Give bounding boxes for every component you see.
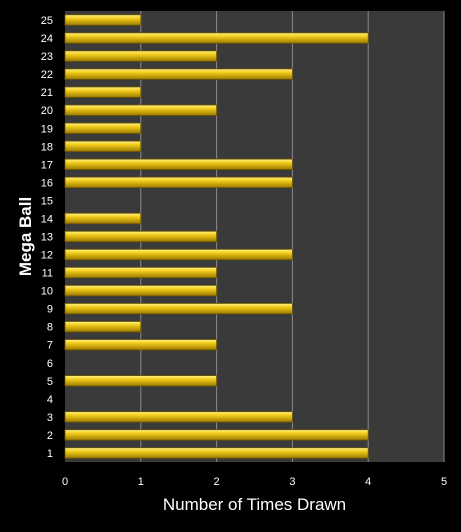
x-tick-label: 2 [214, 476, 220, 488]
bar-14 [64, 212, 142, 225]
y-tick-label: 6 [47, 358, 53, 370]
x-tick-label: 3 [289, 476, 295, 488]
y-tick-label: 10 [41, 286, 53, 298]
bar-9 [64, 303, 293, 315]
y-tick-label: 20 [41, 105, 53, 117]
y-tick-label: 21 [41, 87, 53, 99]
x-tick-label: 4 [365, 476, 371, 488]
bar-22 [64, 68, 293, 80]
x-tick-label: 5 [441, 476, 447, 488]
x-tick-labels: 0 1 2 3 4 5 [62, 476, 447, 488]
y-tick-label: 1 [47, 448, 53, 460]
bars [64, 14, 369, 459]
bar-20 [64, 104, 218, 116]
y-tick-label: 23 [41, 51, 53, 63]
y-tick-label: 17 [41, 159, 53, 171]
bar-13 [64, 230, 218, 243]
y-tick-label: 18 [41, 141, 53, 153]
bar-11 [64, 266, 218, 279]
y-tick-labels: 1234567891011121314151617181920212223242… [41, 15, 53, 460]
y-tick-label: 8 [47, 322, 53, 334]
bar-1 [64, 447, 369, 459]
bar-3 [64, 411, 293, 423]
bar-5 [64, 375, 218, 387]
y-tick-label: 13 [41, 232, 53, 244]
bar-24 [64, 32, 369, 44]
y-tick-label: 11 [42, 268, 53, 280]
y-tick-label: 12 [41, 250, 53, 262]
y-tick-label: 2 [47, 430, 53, 442]
y-axis-title: Mega Ball [16, 197, 35, 276]
bar-7 [64, 339, 218, 351]
y-tick-label: 24 [41, 33, 53, 45]
y-tick-label: 7 [47, 340, 53, 352]
y-tick-label: 19 [41, 123, 53, 135]
bar-19 [64, 122, 142, 134]
x-axis-title: Number of Times Drawn [163, 495, 346, 514]
bar-8 [64, 321, 142, 333]
y-tick-label: 4 [47, 394, 53, 406]
x-tick-label: 0 [62, 476, 68, 488]
bar-16 [64, 176, 293, 189]
bar-23 [64, 50, 218, 62]
x-tick-label: 1 [138, 476, 144, 488]
y-tick-label: 25 [41, 15, 53, 27]
y-tick-label: 22 [41, 69, 53, 81]
y-tick-label: 3 [47, 412, 53, 424]
bar-2 [64, 429, 369, 441]
bar-25 [64, 14, 142, 26]
bar-21 [64, 86, 142, 98]
bar-12 [64, 248, 293, 261]
y-tick-label: 5 [47, 376, 53, 388]
bar-18 [64, 140, 142, 152]
y-tick-label: 15 [41, 195, 53, 207]
bar-17 [64, 158, 293, 170]
y-tick-label: 14 [41, 213, 53, 225]
bar-10 [64, 284, 218, 297]
y-tick-label: 9 [47, 304, 53, 316]
y-tick-label: 16 [41, 177, 53, 189]
